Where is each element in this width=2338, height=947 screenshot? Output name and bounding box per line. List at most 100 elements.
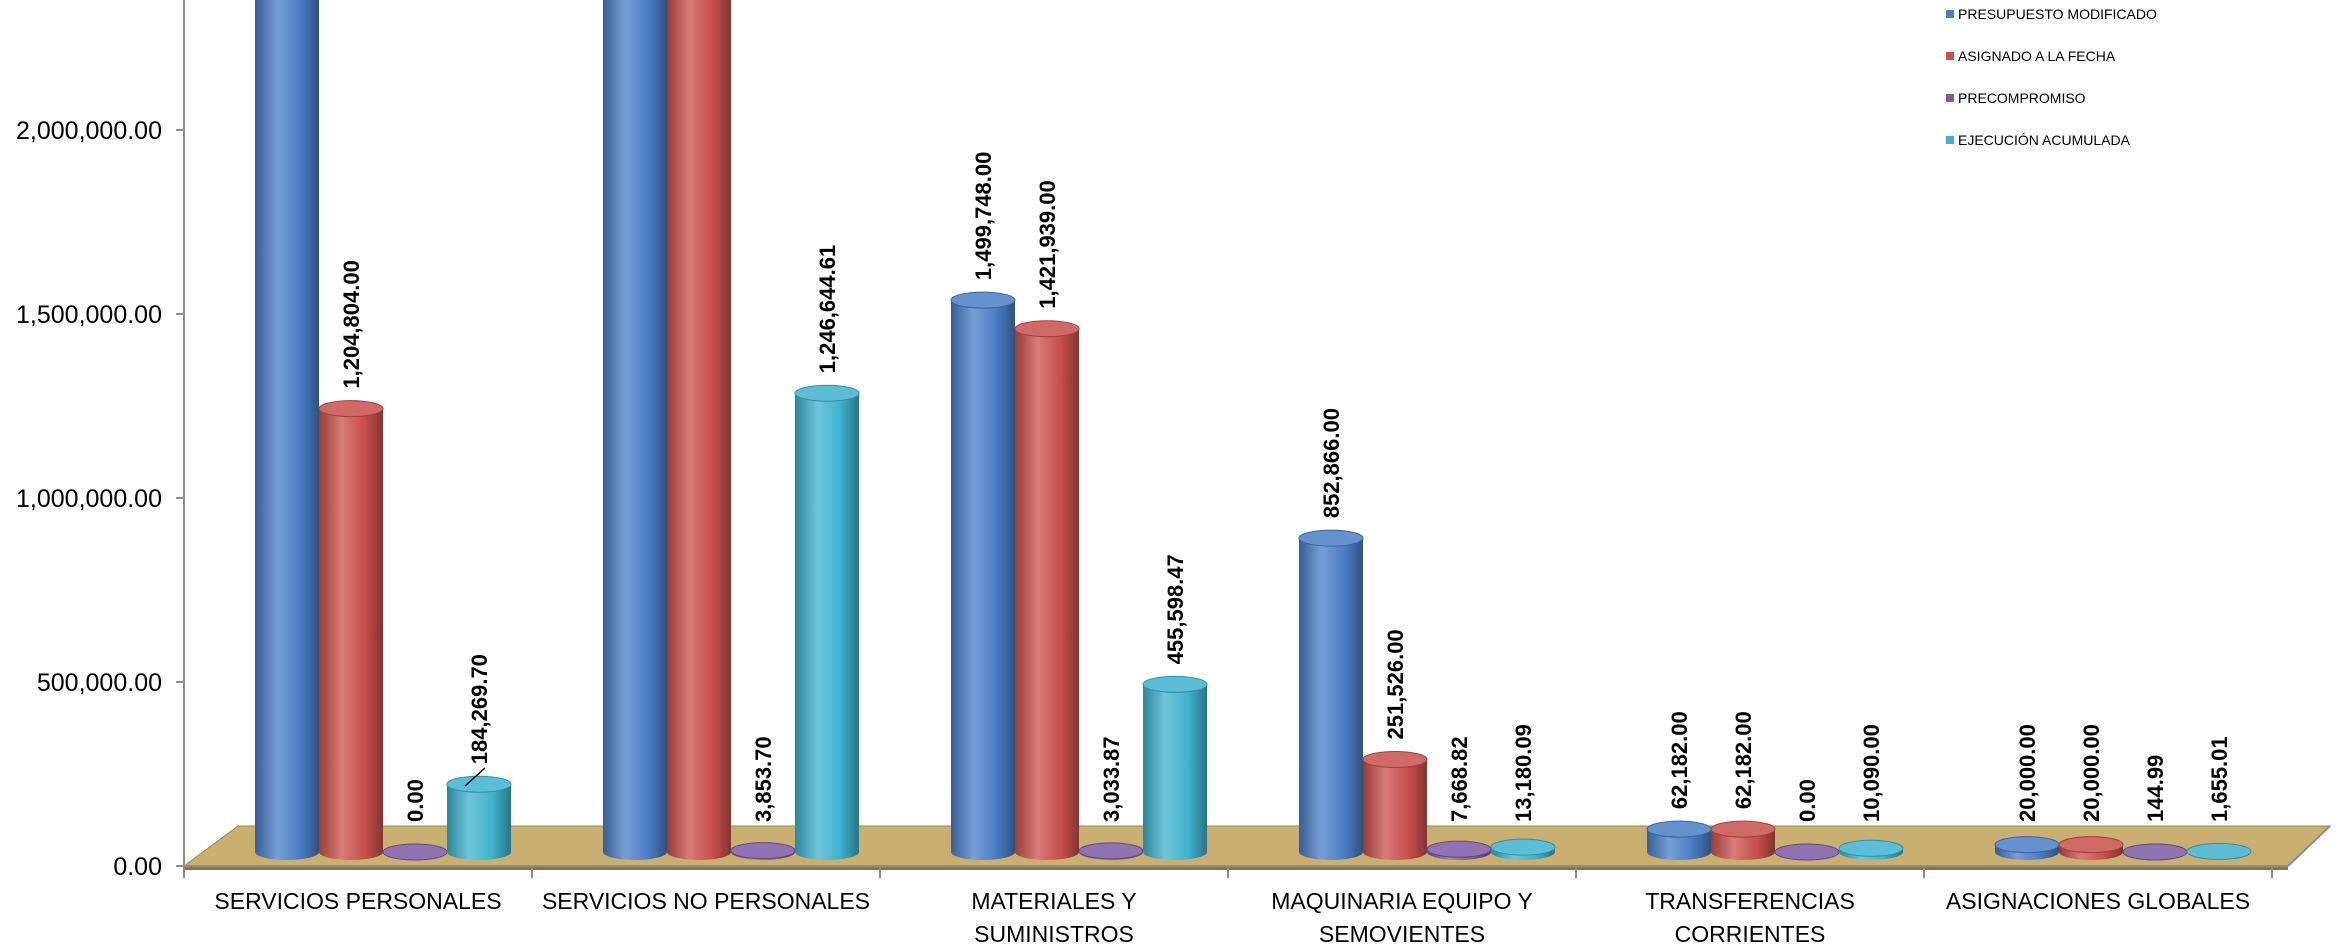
data-label: 62,182.00 bbox=[1731, 711, 1756, 809]
bar-body bbox=[1143, 684, 1207, 860]
x-category-label: MAQUINARIA EQUIPO Y SEMOVIENTES bbox=[1271, 888, 1533, 947]
data-label: 1,655.01 bbox=[2207, 736, 2232, 822]
data-label: 184,269.70 bbox=[467, 654, 492, 764]
bar-body bbox=[1363, 759, 1427, 860]
bar-top bbox=[1142, 675, 1208, 693]
data-label: 62,182.00 bbox=[1667, 711, 1692, 809]
legend-swatch bbox=[1946, 94, 1954, 102]
bar-2-5 bbox=[2122, 843, 2188, 861]
bar-3-5 bbox=[2186, 842, 2252, 860]
bar-top bbox=[1490, 838, 1556, 856]
x-axis-depth-line bbox=[2287, 825, 2331, 867]
bar-2-1 bbox=[730, 842, 796, 860]
bar-1-4 bbox=[1710, 820, 1776, 860]
x-category-label: MATERIALES Y SUMINISTROS bbox=[971, 888, 1136, 947]
bar-0-3 bbox=[1298, 529, 1364, 860]
data-label: 3,033.87 bbox=[1099, 736, 1124, 822]
bar-body bbox=[1711, 829, 1775, 860]
bar-0-2 bbox=[950, 291, 1016, 860]
bar-top bbox=[1994, 836, 2060, 854]
bar-top bbox=[2058, 836, 2124, 854]
data-label: 1,204,804.00 bbox=[339, 260, 364, 388]
bar-1-3 bbox=[1362, 750, 1428, 860]
data-label: 1,421,939.00 bbox=[1035, 180, 1060, 308]
data-label: 455,598.47 bbox=[1163, 554, 1188, 664]
data-label: 144.99 bbox=[2143, 755, 2168, 822]
legend-swatch bbox=[1946, 136, 1954, 144]
y-tick-label: 1,500,000.00 bbox=[16, 301, 162, 329]
bar-body bbox=[319, 408, 383, 860]
bar-top bbox=[1014, 320, 1080, 338]
data-label: 20,000.00 bbox=[2079, 724, 2104, 822]
bar-0-4 bbox=[1646, 820, 1712, 860]
bar-top bbox=[1774, 843, 1840, 861]
bar-1-0 bbox=[318, 400, 384, 860]
data-label: 0.00 bbox=[403, 779, 428, 822]
bar-2-4 bbox=[1774, 843, 1840, 861]
data-label: 20,000.00 bbox=[2015, 724, 2040, 822]
y-tick-label: 2,000,000.00 bbox=[16, 117, 162, 145]
bar-body bbox=[447, 784, 511, 860]
bar-3-0 bbox=[446, 775, 512, 860]
bar-1-5 bbox=[2058, 836, 2124, 860]
bar-top bbox=[1298, 529, 1364, 547]
bar-3-3 bbox=[1490, 838, 1556, 860]
y-tick-label: 500,000.00 bbox=[37, 669, 162, 697]
legend-label: ASIGNADO A LA FECHA bbox=[1958, 48, 2116, 64]
data-label: 13,180.09 bbox=[1511, 724, 1536, 822]
axes: 0.00 500,000.00 1,000,000.00 1,500,000.00 2,… bbox=[16, 0, 2331, 947]
bar-3-1 bbox=[794, 384, 860, 860]
bar-body bbox=[1299, 538, 1363, 860]
bar-2-2 bbox=[1078, 842, 1144, 860]
bar-0-5 bbox=[1994, 836, 2060, 860]
bar-body bbox=[603, 0, 667, 860]
bar-top bbox=[730, 842, 796, 860]
legend-swatch bbox=[1946, 10, 1954, 18]
bar-top bbox=[2186, 842, 2252, 860]
bar-top bbox=[1078, 842, 1144, 860]
data-label: 7,668.82 bbox=[1447, 736, 1472, 822]
legend: PRESUPUESTO MODIFICADO ASIGNADO A LA FECH… bbox=[1946, 6, 2157, 148]
bar-0-0 bbox=[255, 0, 319, 860]
bar-body bbox=[795, 393, 859, 860]
data-label: 3,853.70 bbox=[751, 736, 776, 822]
bar-top bbox=[446, 775, 512, 793]
bar-2-3 bbox=[1426, 840, 1492, 860]
bars bbox=[255, 0, 2252, 861]
bar-top bbox=[318, 400, 384, 418]
label-leader-line bbox=[464, 767, 486, 787]
data-labels: 1,499,748.00 852,866.00 62,182.00 20,000.00… bbox=[339, 152, 2232, 822]
bar-top bbox=[1426, 840, 1492, 858]
data-label: 1,499,748.00 bbox=[971, 152, 996, 280]
bar-body bbox=[1647, 829, 1711, 860]
legend-label: PRECOMPROMISO bbox=[1958, 90, 2086, 106]
data-label: 251,526.00 bbox=[1383, 629, 1408, 739]
bar-top bbox=[794, 384, 860, 402]
y-tick-label: 0.00 bbox=[113, 853, 162, 881]
bar-top bbox=[2122, 843, 2188, 861]
y-tick-label: 1,000,000.00 bbox=[16, 485, 162, 513]
x-category-label: ASIGNACIONES GLOBALES bbox=[1946, 888, 2250, 914]
data-label: 1,246,644.61 bbox=[815, 245, 840, 373]
bar-3-4 bbox=[1838, 839, 1904, 860]
bar-body bbox=[667, 0, 731, 860]
bar-top bbox=[950, 291, 1016, 309]
legend-label: EJECUCIÓN ACUMULADA bbox=[1958, 132, 2131, 148]
bar-top bbox=[382, 843, 448, 861]
bar-top bbox=[1362, 750, 1428, 768]
data-label: 10,090.00 bbox=[1859, 724, 1884, 822]
bar-top bbox=[1838, 839, 1904, 857]
data-label: 0.00 bbox=[1795, 779, 1820, 822]
bar-3-2 bbox=[1142, 675, 1208, 860]
x-category-label: SERVICIOS PERSONALES bbox=[214, 888, 501, 914]
bar-top bbox=[1646, 820, 1712, 838]
bar-2-0 bbox=[382, 843, 448, 861]
bar-body bbox=[1015, 328, 1079, 860]
data-label: 852,866.00 bbox=[1319, 408, 1344, 518]
x-category-label: TRANSFERENCIAS CORRIENTES bbox=[1645, 888, 1855, 947]
legend-label: PRESUPUESTO MODIFICADO bbox=[1958, 6, 2157, 22]
bar-1-1 bbox=[667, 0, 731, 860]
bar-top bbox=[1710, 820, 1776, 838]
x-category-label: SERVICIOS NO PERSONALES bbox=[542, 888, 870, 914]
